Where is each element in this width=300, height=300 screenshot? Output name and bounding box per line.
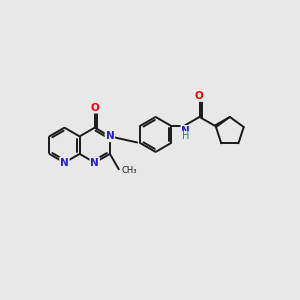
Text: O: O [90, 103, 99, 113]
Text: O: O [194, 91, 203, 101]
Text: N: N [106, 131, 114, 141]
Text: H: H [182, 131, 189, 141]
Text: CH₃: CH₃ [122, 166, 137, 175]
Text: N: N [181, 126, 190, 136]
Text: N: N [60, 158, 69, 168]
Text: N: N [90, 158, 99, 168]
